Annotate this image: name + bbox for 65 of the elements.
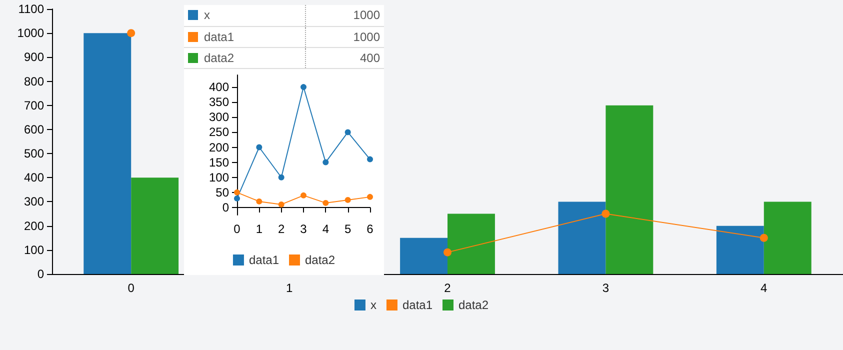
y-tick-label: 250 — [208, 124, 230, 139]
y-tick-label: 1000 — [17, 26, 44, 40]
y-tick-label: 350 — [208, 94, 230, 109]
x-tick-label: 2 — [444, 281, 452, 295]
category-label: data1 — [184, 26, 306, 47]
y-tick-label: 200 — [208, 140, 230, 154]
legend-label: data1 — [248, 252, 280, 266]
point — [322, 158, 329, 165]
y-tick-label: 800 — [24, 74, 44, 88]
y-tick-label: 500 — [24, 146, 44, 161]
x-tick-label: 5 — [344, 222, 352, 236]
bar — [606, 105, 654, 274]
x-tick-label: 3 — [300, 222, 308, 236]
point — [278, 174, 284, 180]
y-tick-label: 900 — [24, 50, 44, 64]
bar — [558, 202, 606, 274]
point — [300, 84, 306, 90]
point — [602, 210, 610, 218]
x-tick-label: 4 — [322, 222, 330, 236]
point — [256, 144, 262, 150]
y-tick-label: 300 — [208, 110, 230, 124]
legend-label: data2 — [305, 252, 336, 266]
y-tick-label: 0 — [37, 267, 44, 281]
point — [367, 156, 373, 162]
point — [760, 234, 768, 242]
y-tick-label: 100 — [208, 170, 230, 184]
x-tick-label: 4 — [760, 281, 768, 295]
data-label: 1000 — [306, 26, 384, 47]
y-tick-label: 0 — [222, 200, 230, 214]
x-tick-label: 6 — [366, 222, 374, 236]
point — [444, 248, 452, 256]
y-tick-label: 400 — [24, 170, 44, 185]
y-tick-label: 600 — [24, 122, 44, 136]
x-tick-label: 1 — [256, 222, 263, 236]
y-tick-label: 50 — [216, 184, 230, 199]
bar — [716, 226, 764, 274]
x-tick-label: 3 — [602, 281, 610, 295]
data-label: 400 — [306, 47, 384, 68]
point — [127, 29, 136, 38]
data-label: 1000 — [306, 5, 384, 26]
y-tick-label: 700 — [24, 98, 44, 112]
bar — [131, 178, 179, 274]
x-tick-label: 2 — [278, 222, 285, 236]
y-tick-label: 100 — [24, 242, 44, 257]
point — [367, 193, 373, 200]
y-tick-label: 300 — [24, 194, 44, 209]
x-tick-label: 1 — [286, 281, 293, 295]
legend-label: data2 — [458, 298, 489, 312]
point — [344, 128, 351, 135]
legend-label: data1 — [402, 298, 433, 312]
category-label: x — [184, 5, 306, 26]
bar — [448, 214, 495, 274]
point — [234, 188, 240, 195]
y-tick-label: 150 — [208, 154, 230, 169]
point — [300, 192, 306, 198]
bar — [764, 202, 812, 274]
y-tick-label: 200 — [24, 218, 44, 233]
category-label: data2 — [184, 47, 306, 68]
x-tick-label: 0 — [234, 222, 241, 236]
bar — [84, 33, 132, 274]
bar — [400, 238, 448, 274]
x-tick-label: 0 — [128, 281, 135, 295]
y-tick-label: 1100 — [18, 2, 44, 16]
y-tick-label: 400 — [208, 80, 230, 94]
legend-label: x — [370, 298, 376, 312]
